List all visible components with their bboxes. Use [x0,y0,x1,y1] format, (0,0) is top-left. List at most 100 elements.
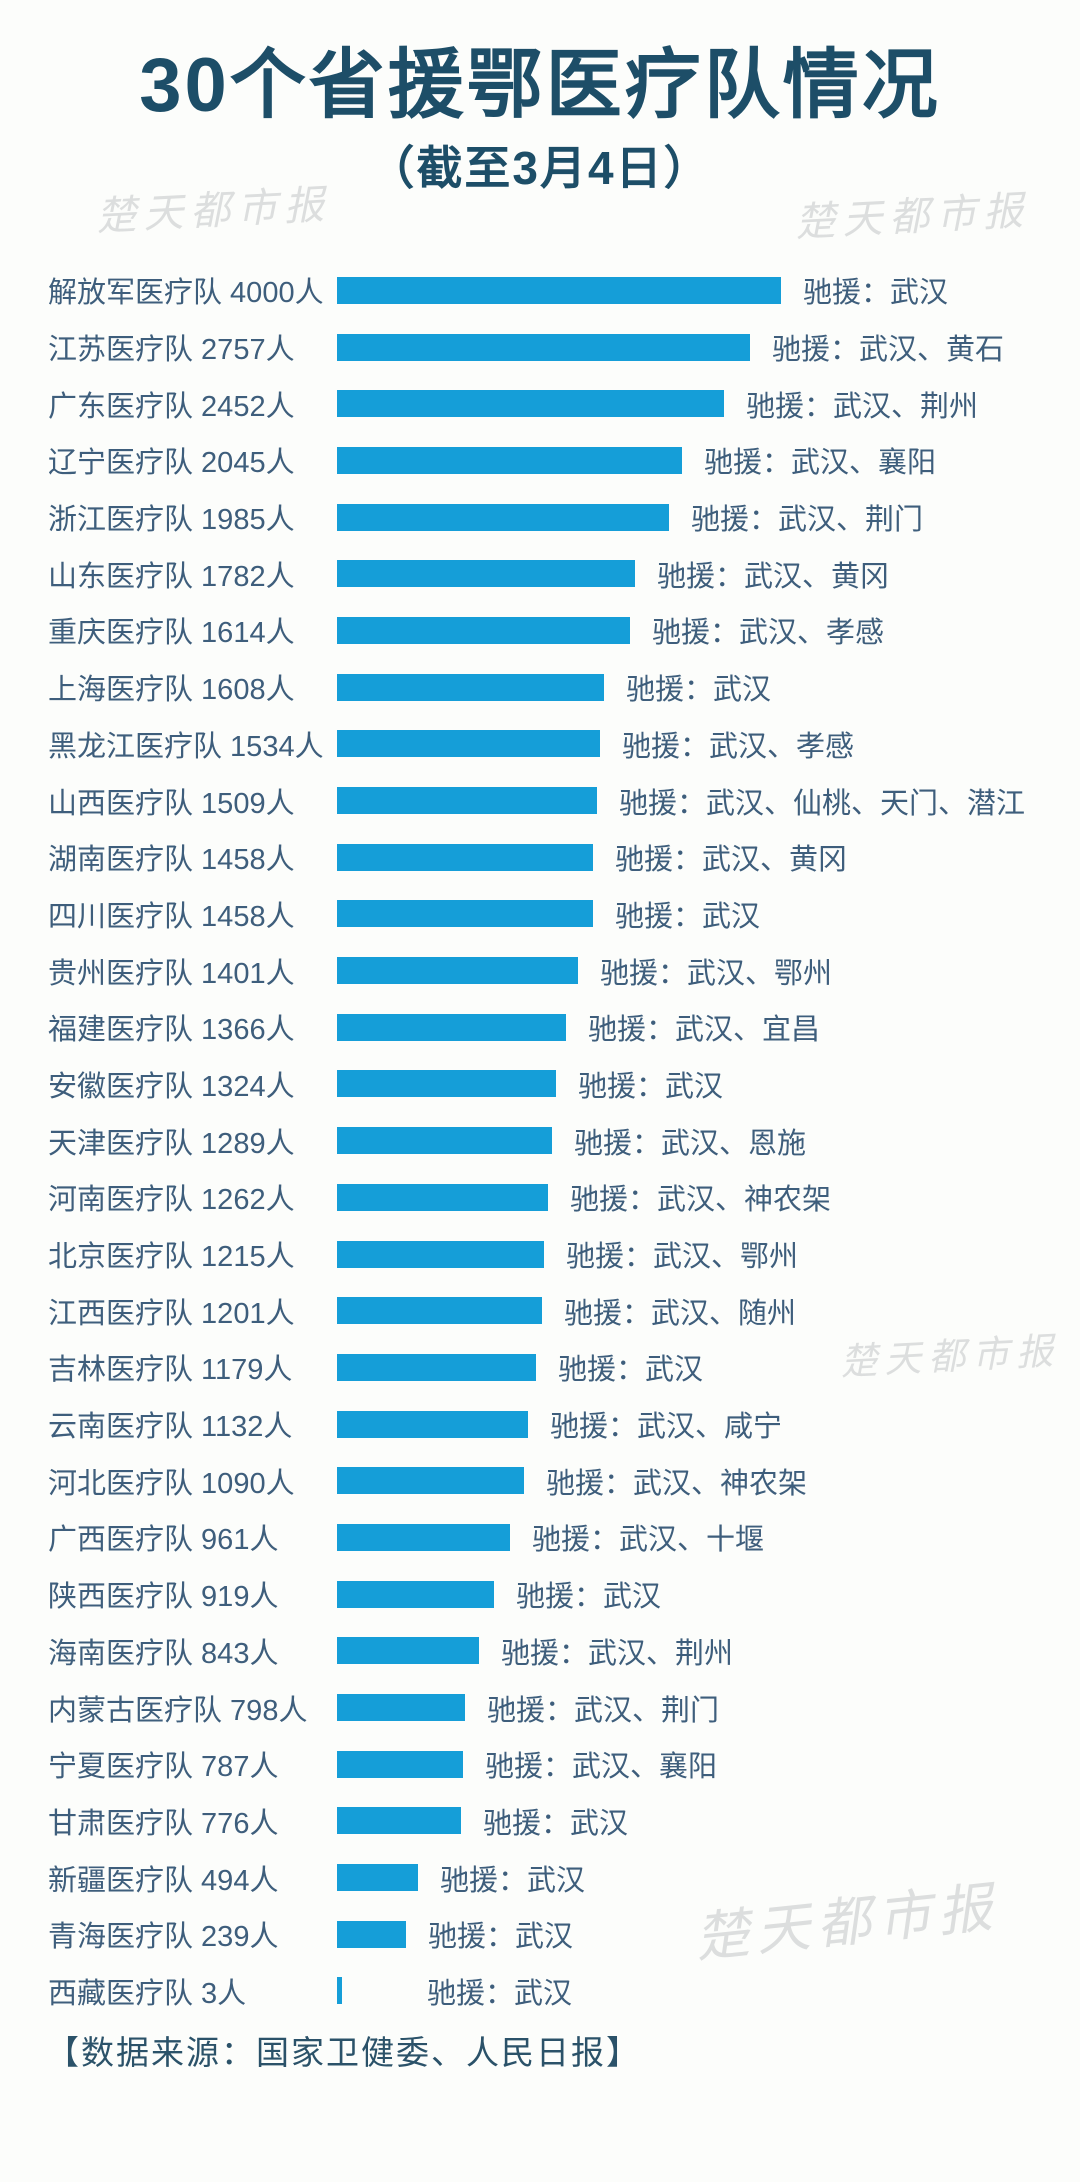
chart-row: 内蒙古医疗队 798人 驰援：武汉、荆门 [48,1679,1080,1736]
team-label: 宁夏医疗队 787人 [48,1751,279,1784]
team-bar [337,1410,528,1438]
team-bar [337,1920,406,1948]
team-label: 新疆医疗队 494人 [48,1864,279,1897]
team-bar [337,900,593,928]
team-bar [337,730,600,758]
chart-row: 上海医疗队 1608人 驰援：武汉 [48,659,1080,716]
destination-label: 驰援：武汉、襄阳 [485,1751,718,1784]
chart-row: 福建医疗队 1366人 驰援：武汉、宜昌 [48,999,1080,1056]
destination-label: 驰援：武汉、黄冈 [657,560,890,593]
team-label: 湖南医疗队 1458人 [48,844,295,877]
chart-row: 天津医疗队 1289人 驰援：武汉、恩施 [48,1112,1080,1169]
team-label: 山西医疗队 1509人 [48,787,295,820]
destination-label: 驰援：武汉、鄂州 [566,1241,799,1274]
team-bar [337,1127,552,1155]
team-bar [337,1013,566,1041]
team-bar [337,787,597,815]
team-bar [337,957,578,985]
destination-label: 驰援：武汉、神农架 [570,1184,832,1217]
team-label: 海南医疗队 843人 [48,1637,279,1670]
team-label: 河南医疗队 1262人 [48,1184,295,1217]
destination-label: 驰援：武汉 [427,1977,573,2010]
team-bar [337,1637,479,1665]
team-label: 四川医疗队 1458人 [48,900,295,933]
team-label: 重庆医疗队 1614人 [48,617,295,650]
chart-row: 新疆医疗队 494人 驰援：武汉 [48,1849,1080,1906]
destination-label: 驰援：武汉、宜昌 [588,1014,821,1047]
destination-label: 驰援：武汉 [440,1864,586,1897]
team-bar [337,276,781,304]
chart-rows: 解放军医疗队 4000人 驰援：武汉 江苏医疗队 2757人 驰援：武汉、黄石 … [48,262,1080,2019]
team-bar [337,1297,542,1325]
chart-row: 广西医疗队 961人 驰援：武汉、十堰 [48,1509,1080,1566]
chart-row: 安徽医疗队 1324人 驰援：武汉 [48,1056,1080,1113]
team-bar [337,1694,465,1722]
team-label: 西藏医疗队 3人 [48,1977,247,2010]
chart-row: 河南医疗队 1262人 驰援：武汉、神农架 [48,1169,1080,1226]
team-label: 广西医疗队 961人 [48,1524,279,1557]
team-label: 广东医疗队 2452人 [48,390,295,423]
chart-row: 浙江医疗队 1985人 驰援：武汉、荆门 [48,489,1080,546]
chart-row: 四川医疗队 1458人 驰援：武汉 [48,886,1080,943]
destination-label: 驰援：武汉、鄂州 [600,957,833,990]
chart-row: 河北医疗队 1090人 驰援：武汉、神农架 [48,1452,1080,1509]
destination-label: 驰援：武汉、十堰 [532,1524,765,1557]
team-label: 黑龙江医疗队 1534人 [48,730,324,763]
team-bar [337,1070,556,1098]
team-bar [337,1183,548,1211]
team-bar [337,673,604,701]
team-label: 内蒙古医疗队 798人 [48,1694,308,1727]
chart-row: 北京医疗队 1215人 驰援：武汉、鄂州 [48,1226,1080,1283]
team-bar [337,1750,463,1778]
chart-row: 山西医疗队 1509人 驰援：武汉、仙桃、天门、潜江 [48,772,1080,829]
team-bar [337,1353,536,1381]
chart-row: 江西医疗队 1201人 驰援：武汉、随州 [48,1282,1080,1339]
destination-label: 驰援：武汉、咸宁 [550,1411,783,1444]
chart-row: 黑龙江医疗队 1534人 驰援：武汉、孝感 [48,716,1080,773]
team-bar [337,1467,524,1495]
destination-label: 驰援：武汉、荆门 [487,1694,720,1727]
team-label: 甘肃医疗队 776人 [48,1807,279,1840]
chart-row: 山东医疗队 1782人 驰援：武汉、黄冈 [48,545,1080,602]
team-bar [337,390,724,418]
chart-row: 重庆医疗队 1614人 驰援：武汉、孝感 [48,602,1080,659]
destination-label: 驰援：武汉 [578,1070,724,1103]
team-label: 江西医疗队 1201人 [48,1297,295,1330]
destination-label: 驰援：武汉、孝感 [622,730,855,763]
team-label: 上海医疗队 1608人 [48,674,295,707]
chart-row: 甘肃医疗队 776人 驰援：武汉 [48,1793,1080,1850]
destination-label: 驰援：武汉 [428,1921,574,1954]
destination-label: 驰援：武汉、随州 [564,1297,797,1330]
team-bar [337,1977,342,2005]
team-label: 青海医疗队 239人 [48,1921,279,1954]
destination-label: 驰援：武汉 [626,674,772,707]
team-bar [337,1240,544,1268]
destination-label: 驰援：武汉 [615,900,761,933]
team-label: 辽宁医疗队 2045人 [48,447,295,480]
destination-label: 驰援：武汉、荆门 [691,504,924,537]
team-bar [337,333,750,361]
team-label: 福建医疗队 1366人 [48,1014,295,1047]
chart-row: 云南医疗队 1132人 驰援：武汉、咸宁 [48,1396,1080,1453]
destination-label: 驰援：武汉、仙桃、天门、潜江 [619,787,1026,820]
chart-row: 湖南医疗队 1458人 驰援：武汉、黄冈 [48,829,1080,886]
destination-label: 驰援：武汉 [803,277,949,310]
team-bar [337,1864,418,1892]
destination-label: 驰援：武汉、黄石 [772,334,1005,367]
chart-row: 贵州医疗队 1401人 驰援：武汉、鄂州 [48,942,1080,999]
chart-row: 辽宁医疗队 2045人 驰援：武汉、襄阳 [48,432,1080,489]
destination-label: 驰援：武汉、恩施 [574,1127,807,1160]
team-bar [337,1523,510,1551]
team-bar [337,503,669,531]
page-subtitle: （截至3月4日） [368,141,712,194]
destination-label: 驰援：武汉、荆州 [501,1637,734,1670]
team-label: 河北医疗队 1090人 [48,1467,295,1500]
team-bar [337,843,593,871]
team-label: 贵州医疗队 1401人 [48,957,295,990]
destination-label: 驰援：武汉 [558,1354,704,1387]
team-label: 云南医疗队 1132人 [48,1411,293,1444]
chart-row: 西藏医疗队 3人 驰援：武汉 [48,1963,1080,2020]
team-label: 陕西医疗队 919人 [48,1581,279,1614]
chart-row: 宁夏医疗队 787人 驰援：武汉、襄阳 [48,1736,1080,1793]
